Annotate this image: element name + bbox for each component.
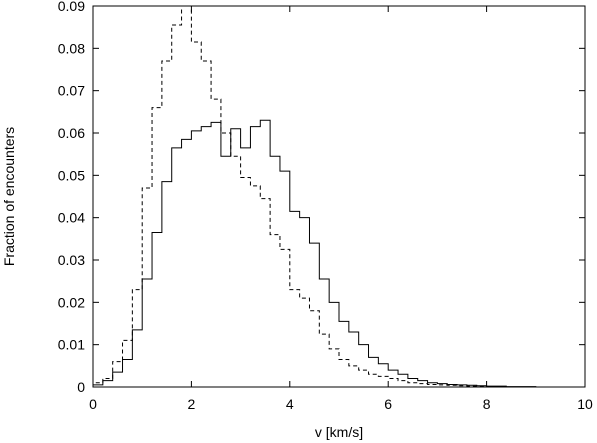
x-axis-title: v [km/s] [315, 424, 363, 440]
y-tick-label: 0.01 [58, 337, 85, 353]
ticks-layer: 0 2 4 6 8 10 0 0.01 0.02 0.03 0.04 0.05 0.06 0.07 0.08… [58, 0, 593, 412]
x-tick-label: 0 [89, 396, 97, 412]
y-tick-label: 0.06 [58, 125, 85, 141]
x-tick-label: 8 [483, 396, 491, 412]
x-tick-label: 2 [188, 396, 196, 412]
y-tick-label: 0 [77, 379, 85, 395]
x-tick-label: 10 [577, 396, 593, 412]
plot-frame [92, 5, 586, 388]
y-tick-label: 0.08 [58, 40, 85, 56]
y-tick-label: 0.03 [58, 252, 85, 268]
dashed-histogram-line [93, 5, 585, 387]
y-tick-label: 0.07 [58, 83, 85, 99]
y-tick-label: 0.04 [58, 210, 85, 226]
y-axis-title: Fraction of encounters [1, 127, 17, 266]
y-tick-label: 0.05 [58, 167, 85, 183]
x-tick-label: 6 [384, 396, 392, 412]
y-tick-label: 0.09 [58, 0, 85, 14]
solid-histogram-line [93, 119, 585, 387]
x-tick-label: 4 [286, 396, 294, 412]
series-layer [93, 5, 585, 387]
y-tick-label: 0.02 [58, 294, 85, 310]
